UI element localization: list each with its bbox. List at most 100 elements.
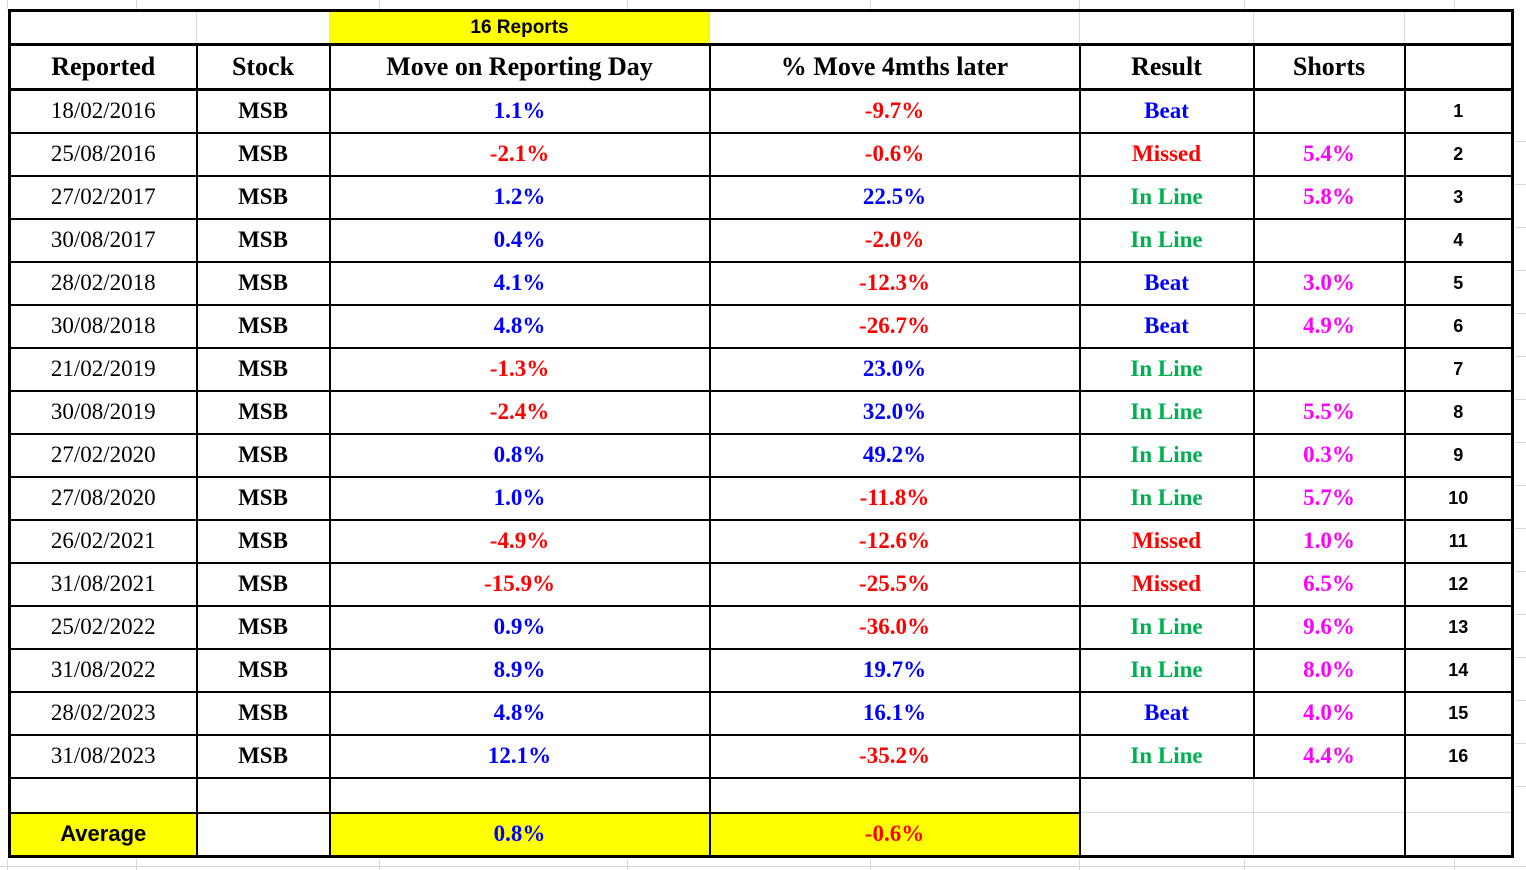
cell-stock[interactable]: MSB [195, 647, 331, 693]
cell-reported[interactable]: 18/02/2016 [8, 88, 198, 134]
cell-move-on-day[interactable]: 1.2% [328, 174, 711, 220]
banner-cell-blank[interactable] [1253, 10, 1405, 45]
cell-result[interactable]: In Line [1078, 174, 1255, 220]
cell-result[interactable]: Missed [1078, 561, 1255, 607]
cell-move-on-day[interactable]: 0.4% [328, 217, 711, 263]
cell-stock[interactable]: MSB [195, 690, 331, 736]
cell-stock[interactable]: MSB [195, 475, 331, 521]
cell-move-4mths[interactable]: 19.7% [708, 647, 1081, 693]
cell-result[interactable]: In Line [1078, 604, 1255, 650]
banner-cell-blank[interactable] [709, 10, 1080, 45]
cell-row-number[interactable]: 13 [1403, 604, 1514, 650]
cell-move-on-day[interactable]: -1.3% [328, 346, 711, 392]
cell-move-on-day[interactable]: 4.8% [328, 303, 711, 349]
cell-move-4mths[interactable]: 22.5% [708, 174, 1081, 220]
cell-move-4mths[interactable]: -11.8% [708, 475, 1081, 521]
cell-result[interactable]: In Line [1078, 346, 1255, 392]
cell-row-number[interactable]: 9 [1403, 432, 1514, 478]
banner-cell-blank[interactable] [1404, 10, 1513, 45]
cell-move-on-day[interactable]: -2.4% [328, 389, 711, 435]
cell-shorts[interactable] [1252, 88, 1406, 134]
cell-result[interactable]: In Line [1078, 647, 1255, 693]
empty-cell[interactable] [708, 776, 1081, 814]
cell-shorts[interactable]: 6.5% [1252, 561, 1406, 607]
cell-move-on-day[interactable]: 0.8% [328, 432, 711, 478]
cell-stock[interactable]: MSB [195, 389, 331, 435]
average-label[interactable]: Average [8, 811, 198, 858]
cell-result[interactable]: Beat [1078, 690, 1255, 736]
cell-shorts[interactable]: 4.4% [1252, 733, 1406, 779]
cell-move-on-day[interactable]: 8.9% [328, 647, 711, 693]
cell-shorts[interactable]: 1.0% [1252, 518, 1406, 564]
cell-stock[interactable]: MSB [195, 131, 331, 177]
cell-move-4mths[interactable]: 16.1% [708, 690, 1081, 736]
empty-cell[interactable] [1079, 812, 1254, 857]
cell-move-4mths[interactable]: 32.0% [708, 389, 1081, 435]
cell-shorts[interactable]: 9.6% [1252, 604, 1406, 650]
cell-reported[interactable]: 25/02/2022 [8, 604, 198, 650]
cell-row-number[interactable]: 3 [1403, 174, 1514, 220]
cell-stock[interactable]: MSB [195, 346, 331, 392]
cell-move-on-day[interactable]: 0.9% [328, 604, 711, 650]
cell-stock[interactable]: MSB [195, 604, 331, 650]
cell-reported[interactable]: 27/08/2020 [8, 475, 198, 521]
cell-shorts[interactable] [1252, 346, 1406, 392]
cell-shorts[interactable]: 5.7% [1252, 475, 1406, 521]
cell-move-4mths[interactable]: -12.6% [708, 518, 1081, 564]
cell-move-on-day[interactable]: 4.1% [328, 260, 711, 306]
cell-move-on-day[interactable]: -15.9% [328, 561, 711, 607]
cell-reported[interactable]: 30/08/2017 [8, 217, 198, 263]
cell-result[interactable]: In Line [1078, 432, 1255, 478]
cell-result[interactable]: In Line [1078, 475, 1255, 521]
cell-row-number[interactable]: 8 [1403, 389, 1514, 435]
column-header-move-4mths[interactable]: % Move 4mths later [708, 43, 1081, 91]
cell-reported[interactable]: 28/02/2018 [8, 260, 198, 306]
cell-reported[interactable]: 31/08/2023 [8, 733, 198, 779]
banner-cell-blank[interactable] [196, 10, 330, 45]
cell-reported[interactable]: 27/02/2020 [8, 432, 198, 478]
cell-stock[interactable]: MSB [195, 217, 331, 263]
empty-cell[interactable] [1253, 812, 1405, 857]
banner-cell-blank[interactable] [9, 10, 197, 45]
cell-row-number[interactable]: 15 [1403, 690, 1514, 736]
empty-cell[interactable] [1079, 777, 1254, 813]
cell-row-number[interactable]: 10 [1403, 475, 1514, 521]
cell-shorts[interactable]: 5.4% [1252, 131, 1406, 177]
empty-cell[interactable] [1253, 777, 1405, 813]
cell-reported[interactable]: 21/02/2019 [8, 346, 198, 392]
average-move-4mths[interactable]: -0.6% [708, 811, 1081, 858]
cell-move-4mths[interactable]: -25.5% [708, 561, 1081, 607]
cell-move-4mths[interactable]: -26.7% [708, 303, 1081, 349]
cell-result[interactable]: Beat [1078, 260, 1255, 306]
cell-reported[interactable]: 31/08/2021 [8, 561, 198, 607]
cell-shorts[interactable]: 3.0% [1252, 260, 1406, 306]
cell-row-number[interactable]: 14 [1403, 647, 1514, 693]
cell-move-4mths[interactable]: 23.0% [708, 346, 1081, 392]
cell-stock[interactable]: MSB [195, 88, 331, 134]
banner-cell-blank[interactable] [1079, 10, 1254, 45]
cell-row-number[interactable]: 11 [1403, 518, 1514, 564]
cell-move-4mths[interactable]: -0.6% [708, 131, 1081, 177]
empty-cell[interactable] [1403, 812, 1513, 857]
empty-cell[interactable] [195, 811, 331, 858]
cell-shorts[interactable]: 4.0% [1252, 690, 1406, 736]
cell-result[interactable]: Missed [1078, 131, 1255, 177]
column-header-move-on-day[interactable]: Move on Reporting Day [328, 43, 711, 91]
cell-shorts[interactable]: 4.9% [1252, 303, 1406, 349]
cell-move-4mths[interactable]: -9.7% [708, 88, 1081, 134]
cell-stock[interactable]: MSB [195, 303, 331, 349]
cell-shorts[interactable]: 0.3% [1252, 432, 1406, 478]
cell-stock[interactable]: MSB [195, 260, 331, 306]
cell-stock[interactable]: MSB [195, 733, 331, 779]
cell-reported[interactable]: 27/02/2017 [8, 174, 198, 220]
column-header-reported[interactable]: Reported [8, 43, 198, 91]
cell-row-number[interactable]: 7 [1403, 346, 1514, 392]
cell-move-on-day[interactable]: -2.1% [328, 131, 711, 177]
cell-stock[interactable]: MSB [195, 174, 331, 220]
cell-move-4mths[interactable]: -2.0% [708, 217, 1081, 263]
cell-stock[interactable]: MSB [195, 561, 331, 607]
cell-reported[interactable]: 26/02/2021 [8, 518, 198, 564]
cell-row-number[interactable]: 2 [1403, 131, 1514, 177]
cell-result[interactable]: In Line [1078, 733, 1255, 779]
cell-move-on-day[interactable]: 12.1% [328, 733, 711, 779]
